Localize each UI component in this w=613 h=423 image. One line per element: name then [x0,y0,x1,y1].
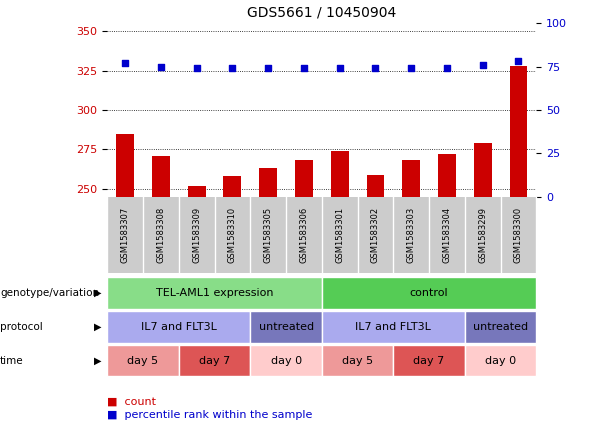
Text: GSM1583309: GSM1583309 [192,207,201,263]
Bar [259,168,277,423]
Text: IL7 and FLT3L: IL7 and FLT3L [356,322,432,332]
Text: GSM1583304: GSM1583304 [443,207,452,263]
Text: GSM1583302: GSM1583302 [371,207,380,263]
Point [514,58,524,65]
Point [192,65,202,72]
Point [406,65,416,72]
Text: time: time [0,356,24,365]
Text: GSM1583310: GSM1583310 [228,207,237,263]
Text: ▶: ▶ [94,356,101,365]
Text: TEL-AML1 expression: TEL-AML1 expression [156,288,273,298]
Bar [295,160,313,423]
Text: GSM1583307: GSM1583307 [121,207,130,263]
Text: genotype/variation: genotype/variation [0,288,99,298]
Text: ▶: ▶ [94,322,101,332]
Bar [188,186,205,423]
Text: GSM1583300: GSM1583300 [514,207,523,263]
Text: day 0: day 0 [485,356,516,365]
Text: control: control [409,288,449,298]
Bar [474,143,492,423]
Bar [224,176,242,423]
Point [299,65,309,72]
Text: ■  percentile rank within the sample: ■ percentile rank within the sample [107,409,313,420]
Text: GSM1583303: GSM1583303 [406,207,416,263]
Text: day 5: day 5 [342,356,373,365]
Bar [116,134,134,423]
Text: day 7: day 7 [199,356,230,365]
Point [442,65,452,72]
Text: IL7 and FLT3L: IL7 and FLT3L [141,322,217,332]
Text: day 5: day 5 [128,356,159,365]
Point [370,65,380,72]
Text: GSM1583308: GSM1583308 [156,207,166,263]
Point [335,65,345,72]
Point [478,61,488,68]
Bar [367,175,384,423]
Point [264,65,273,72]
Point [227,65,237,72]
Text: day 0: day 0 [270,356,302,365]
Text: untreated: untreated [473,322,528,332]
Text: GSM1583299: GSM1583299 [478,207,487,263]
Bar [509,66,527,423]
Text: ▶: ▶ [94,288,101,298]
Text: ■  count: ■ count [107,397,156,407]
Bar [402,160,420,423]
Bar [438,154,456,423]
Point [120,60,130,66]
Bar [331,151,349,423]
Text: day 7: day 7 [414,356,444,365]
Text: protocol: protocol [0,322,43,332]
Bar [152,156,170,423]
Text: GSM1583301: GSM1583301 [335,207,345,263]
Title: GDS5661 / 10450904: GDS5661 / 10450904 [247,5,397,19]
Text: GSM1583305: GSM1583305 [264,207,273,263]
Text: GSM1583306: GSM1583306 [299,207,308,263]
Text: untreated: untreated [259,322,314,332]
Point [156,63,166,70]
